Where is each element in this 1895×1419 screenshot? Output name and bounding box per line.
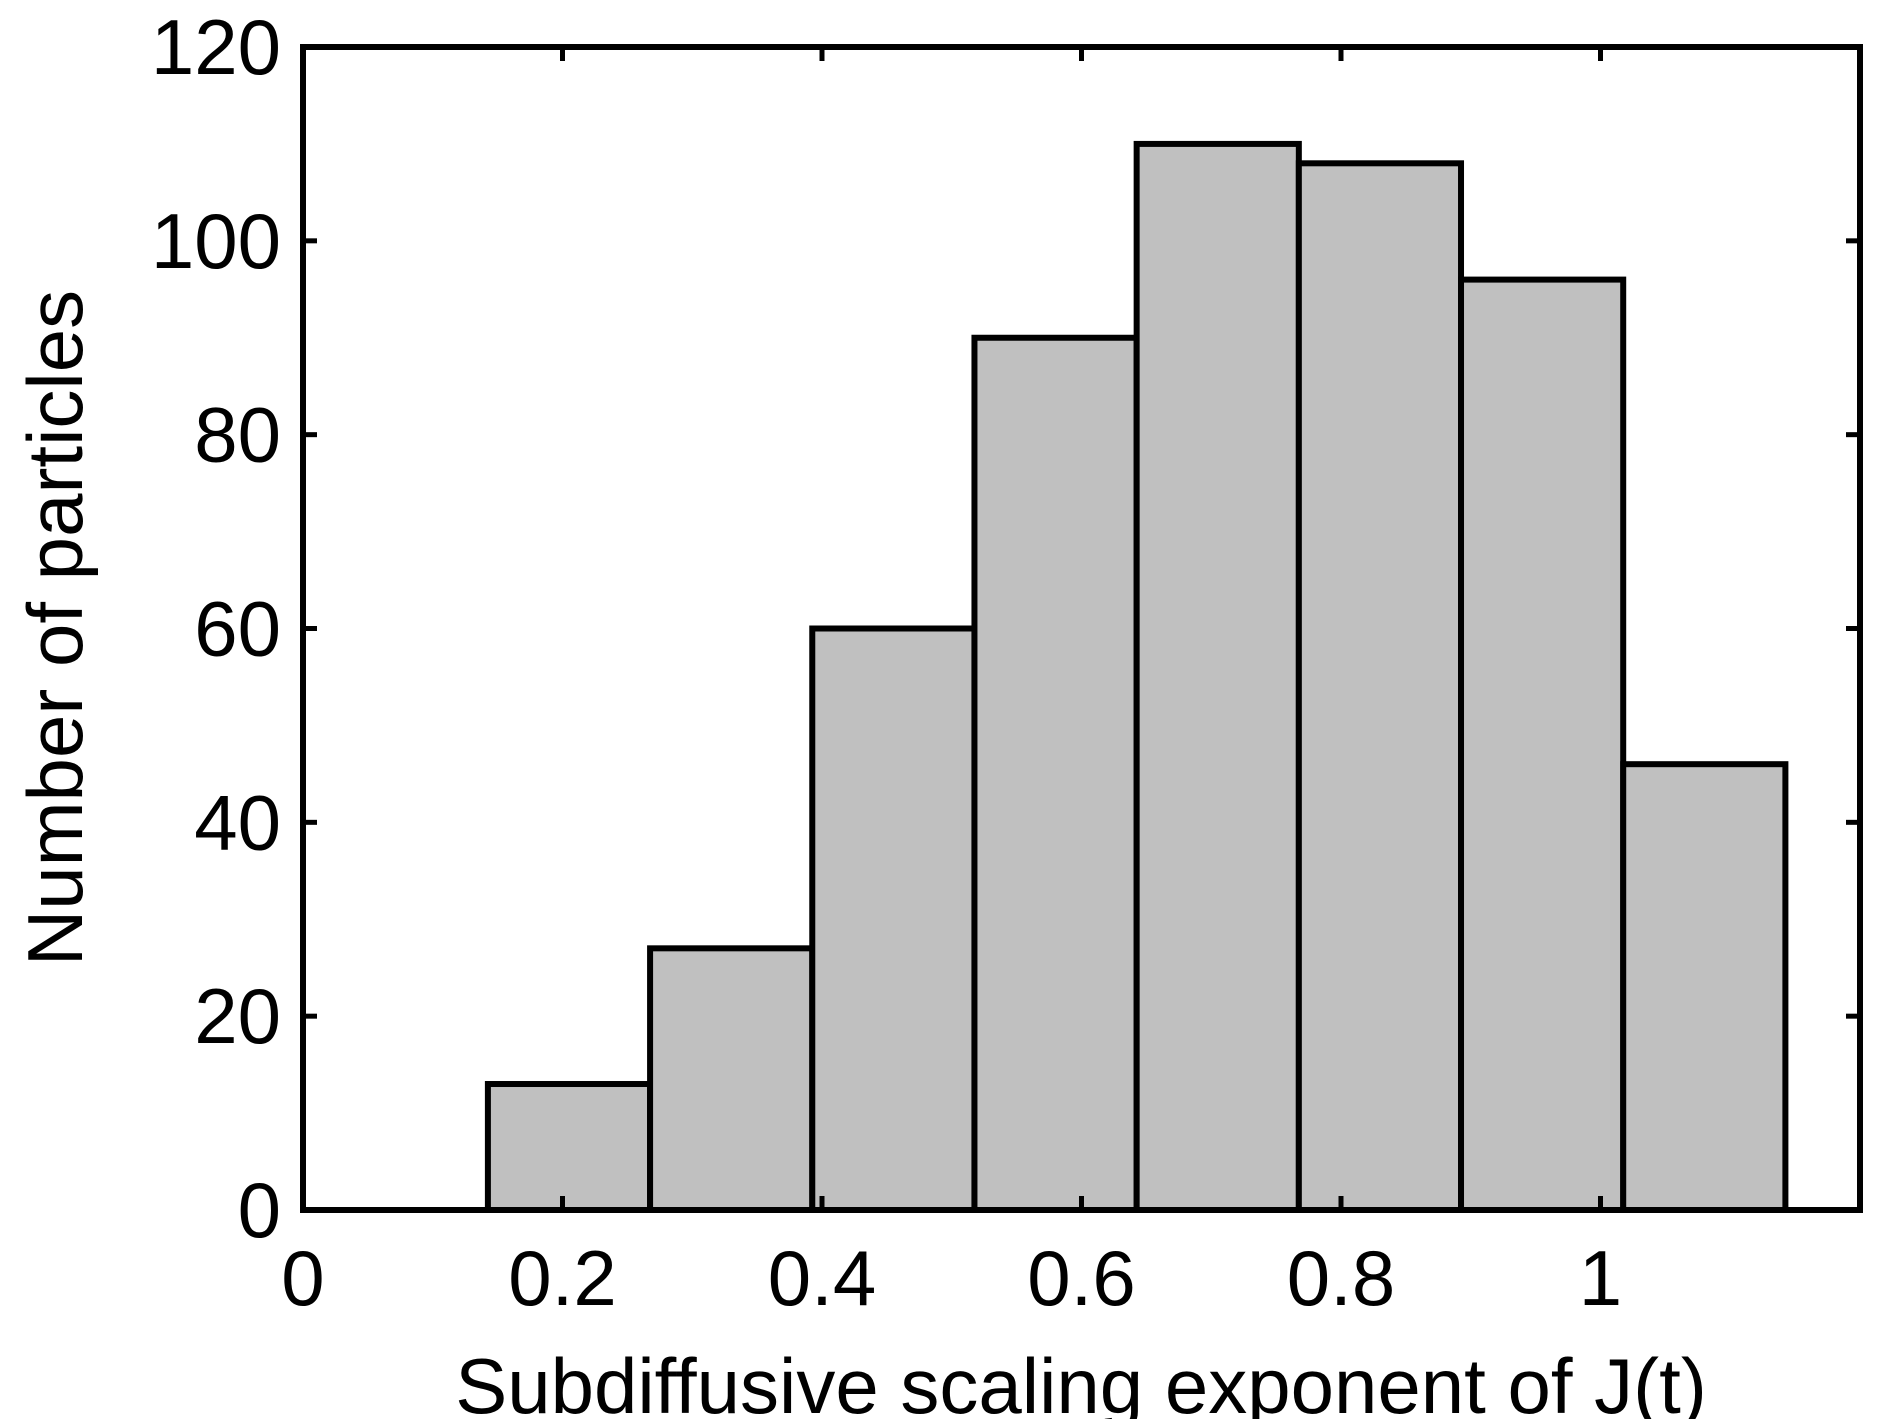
- y-tick-labels: 0 20 40 60 80 100 120: [151, 3, 281, 1254]
- x-tick-label: 0.2: [508, 1234, 616, 1322]
- plot-frame: [300, 44, 1863, 1213]
- histogram-bar: [1620, 761, 1789, 1214]
- x-tick-label: 0.6: [1027, 1234, 1135, 1322]
- bars-group: [484, 140, 1789, 1214]
- y-tick-label: 80: [194, 391, 281, 479]
- histogram-bar: [1133, 140, 1302, 1214]
- x-tick-labels: 0 0.2 0.4 0.6 0.8 1: [281, 1234, 1622, 1322]
- histogram-bar: [647, 945, 816, 1213]
- y-tick-label: 20: [194, 972, 281, 1060]
- histogram-bar: [1458, 276, 1627, 1214]
- histogram-bar: [809, 625, 978, 1213]
- y-tick-label: 0: [238, 1166, 281, 1254]
- x-tick-label: 0.4: [768, 1234, 876, 1322]
- y-axis-label: Number of particles: [11, 290, 99, 966]
- y-tick-label: 100: [151, 197, 281, 285]
- y-tick-label: 60: [194, 585, 281, 673]
- x-tick-label: 0: [281, 1234, 324, 1322]
- histogram-bar: [971, 334, 1140, 1213]
- histogram-bar: [1295, 160, 1465, 1213]
- y-tick-label: 40: [194, 778, 281, 866]
- x-axis-label: Subdiffusive scaling exponent of J(t): [455, 1342, 1707, 1419]
- histogram-bar: [484, 1081, 654, 1213]
- y-tick-label: 120: [151, 3, 281, 91]
- x-tick-label: 0.8: [1287, 1234, 1395, 1322]
- x-tick-label: 1: [1579, 1234, 1622, 1322]
